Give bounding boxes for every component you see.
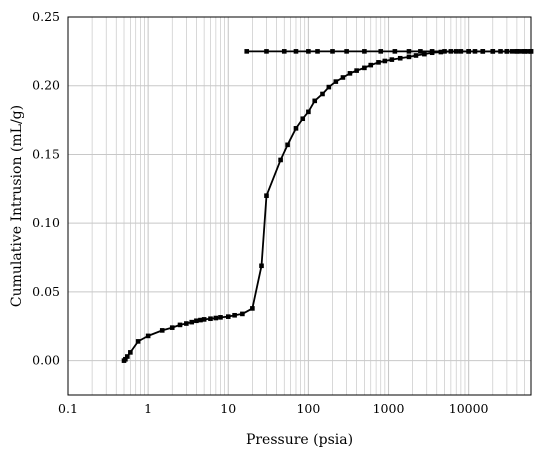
x-tick-label: 1 bbox=[144, 401, 152, 416]
data-point-marker bbox=[201, 317, 207, 322]
data-point-marker bbox=[123, 356, 128, 362]
data-point-marker bbox=[300, 116, 306, 122]
y-tick-label: 0.25 bbox=[32, 9, 60, 24]
data-point-marker bbox=[285, 142, 290, 148]
plot-area-frame bbox=[67, 16, 532, 396]
data-point-marker bbox=[368, 62, 374, 68]
data-point-marker bbox=[218, 315, 223, 320]
data-point-marker bbox=[240, 311, 245, 317]
data-point-marker bbox=[514, 49, 520, 54]
data-point-marker bbox=[264, 49, 269, 54]
data-point-marker bbox=[306, 49, 311, 54]
data-point-marker bbox=[453, 49, 459, 54]
data-point-marker bbox=[376, 60, 381, 65]
data-point-marker bbox=[362, 49, 367, 54]
data-point-marker bbox=[259, 263, 264, 269]
y-tick-label: 0.20 bbox=[32, 78, 60, 93]
data-point-marker bbox=[198, 317, 203, 323]
x-tick-label: 100 bbox=[296, 401, 320, 416]
data-point-marker bbox=[330, 49, 335, 54]
data-point-marker bbox=[354, 68, 359, 73]
data-point-marker bbox=[244, 49, 250, 54]
data-point-marker bbox=[422, 51, 427, 57]
y-tick-label: 0.15 bbox=[32, 146, 60, 161]
data-point-marker bbox=[225, 314, 231, 319]
data-point-marker bbox=[418, 49, 423, 54]
data-point-marker bbox=[315, 49, 320, 54]
data-point-marker bbox=[306, 109, 311, 115]
data-point-marker bbox=[125, 354, 130, 359]
data-point-marker bbox=[480, 49, 486, 54]
grid-lines bbox=[68, 17, 531, 395]
data-point-marker bbox=[406, 49, 412, 54]
x-tick-label: 0.1 bbox=[58, 401, 78, 416]
data-point-marker bbox=[344, 49, 349, 54]
data-point-marker bbox=[504, 49, 510, 54]
data-point-marker bbox=[281, 49, 287, 54]
data-point-marker bbox=[264, 193, 269, 198]
data-point-marker bbox=[466, 49, 471, 54]
data-point-marker bbox=[429, 49, 435, 54]
y-tick-label: 0.00 bbox=[32, 353, 60, 368]
data-point-marker bbox=[389, 57, 395, 62]
y-axis-title: Cumulative Intrusion (mL/g) bbox=[9, 105, 25, 307]
data-point-marker bbox=[213, 315, 219, 321]
data-point-marker bbox=[145, 333, 151, 339]
data-point-marker bbox=[169, 325, 175, 330]
data-point-marker bbox=[522, 49, 527, 54]
data-series bbox=[121, 49, 534, 363]
data-point-marker bbox=[312, 98, 318, 104]
data-point-marker bbox=[194, 318, 199, 324]
data-point-marker bbox=[340, 75, 346, 80]
data-point-marker bbox=[250, 306, 255, 311]
data-point-marker bbox=[378, 49, 384, 54]
x-tick-label: 10000 bbox=[449, 401, 489, 416]
data-point-marker bbox=[347, 71, 353, 76]
data-point-marker bbox=[392, 49, 398, 54]
data-point-marker bbox=[293, 49, 299, 54]
data-point-marker bbox=[320, 91, 325, 97]
data-point-marker bbox=[382, 58, 388, 64]
data-point-marker bbox=[442, 49, 447, 54]
y-tick-label: 0.10 bbox=[32, 215, 60, 230]
data-point-marker bbox=[208, 316, 213, 322]
x-tick-label: 1000 bbox=[373, 401, 405, 416]
data-point-marker bbox=[293, 126, 299, 131]
data-point-marker bbox=[128, 350, 133, 355]
data-point-marker bbox=[159, 328, 165, 333]
data-point-marker bbox=[397, 55, 403, 61]
x-axis-title: Pressure (psia) bbox=[246, 432, 353, 448]
data-point-marker bbox=[278, 157, 283, 163]
data-point-marker bbox=[490, 49, 496, 54]
data-point-marker bbox=[232, 312, 237, 318]
y-tick-label: 0.05 bbox=[32, 284, 60, 299]
data-point-marker bbox=[333, 79, 339, 84]
data-point-marker bbox=[189, 319, 195, 325]
data-point-marker bbox=[406, 54, 412, 60]
data-point-marker bbox=[135, 339, 141, 344]
data-point-marker bbox=[326, 84, 332, 90]
data-point-marker bbox=[362, 65, 367, 71]
tick-labels: 0.1 1 10 100 1000 10000 0.00 0.05 0.10 0.15 0.20 0.… bbox=[32, 9, 488, 416]
data-point-marker bbox=[413, 53, 419, 58]
x-tick-label: 10 bbox=[220, 401, 236, 416]
data-point-marker bbox=[177, 322, 183, 328]
data-point-marker bbox=[184, 321, 189, 326]
